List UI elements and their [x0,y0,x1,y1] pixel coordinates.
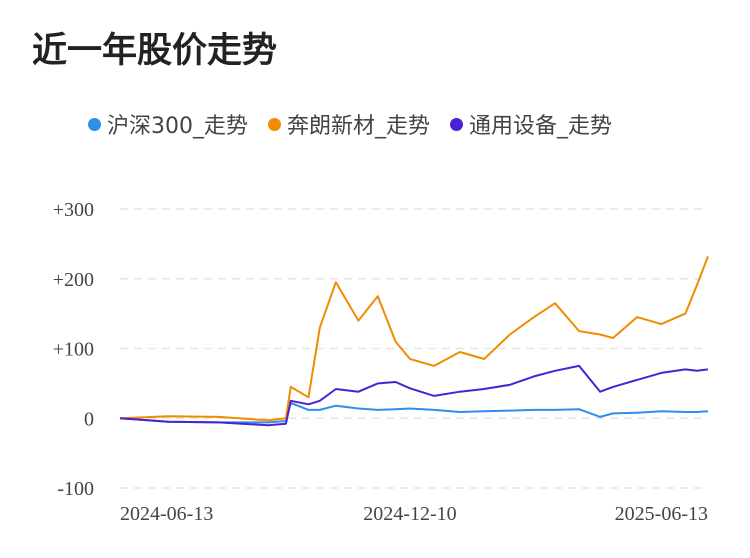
y-axis-ticks: +300 +200 +100 0 -100 [53,199,94,500]
grid-lines [120,208,708,489]
chart-title: 近一年股价走势 [32,31,278,71]
legend: 沪深300_走势 奔朗新材_走势 通用设备_走势 [88,108,612,140]
x-tick-label: 2025-06-13 [615,503,708,525]
series-line-2 [119,364,709,427]
legend-item-tongyong[interactable]: 通用设备_走势 [450,108,612,140]
legend-dot-hs300-icon [88,117,101,131]
x-tick-label: 2024-12-10 [363,503,456,525]
series-line-0 [119,401,709,424]
series-lines [119,256,709,427]
y-tick-label: +100 [53,339,94,361]
x-axis-ticks: 2024-06-13 2024-12-10 2025-06-13 [120,503,708,525]
y-tick-label: +200 [53,269,94,291]
series-line-1 [119,256,709,422]
legend-label-hs300: 沪深300_走势 [107,114,248,139]
y-tick-label: -100 [57,478,94,500]
legend-label-tongyong: 通用设备_走势 [469,114,613,139]
legend-item-benlang[interactable]: 奔朗新材_走势 [268,108,430,140]
x-tick-label: 2024-06-13 [120,503,213,525]
y-tick-label: 0 [84,408,94,430]
legend-dot-tongyong-icon [450,117,464,131]
legend-dot-benlang-icon [268,117,281,131]
legend-item-hs300[interactable]: 沪深300_走势 [88,108,248,140]
legend-label-benlang: 奔朗新材_走势 [287,114,431,139]
y-tick-label: +300 [53,199,94,221]
